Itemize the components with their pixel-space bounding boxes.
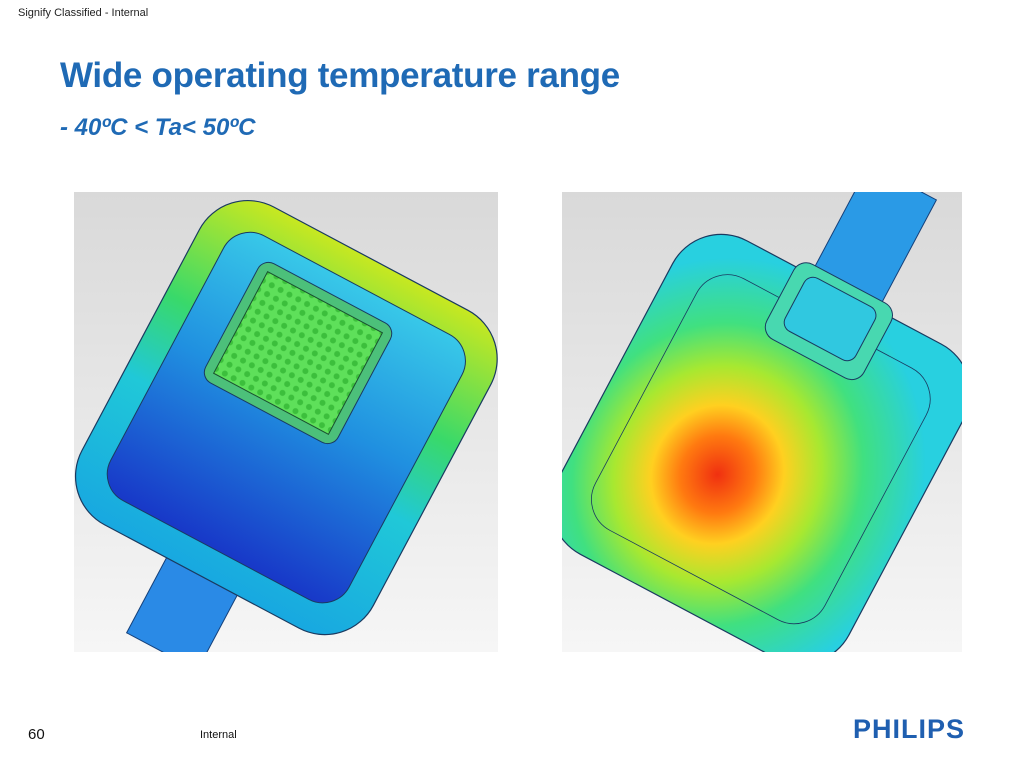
classification: Signify Classified - Internal <box>18 7 149 19</box>
thermal-image-top <box>562 192 962 652</box>
page-number: 60 <box>28 726 45 743</box>
subtitle: - 40ºC < Ta< 50ºC <box>60 114 256 141</box>
footer-label: Internal <box>200 729 237 741</box>
luminaire <box>74 199 498 652</box>
luminaire <box>562 192 962 652</box>
thermal-image-bottom <box>74 192 498 652</box>
logo: PHILIPS <box>853 714 966 744</box>
title: Wide operating temperature range <box>60 56 620 95</box>
